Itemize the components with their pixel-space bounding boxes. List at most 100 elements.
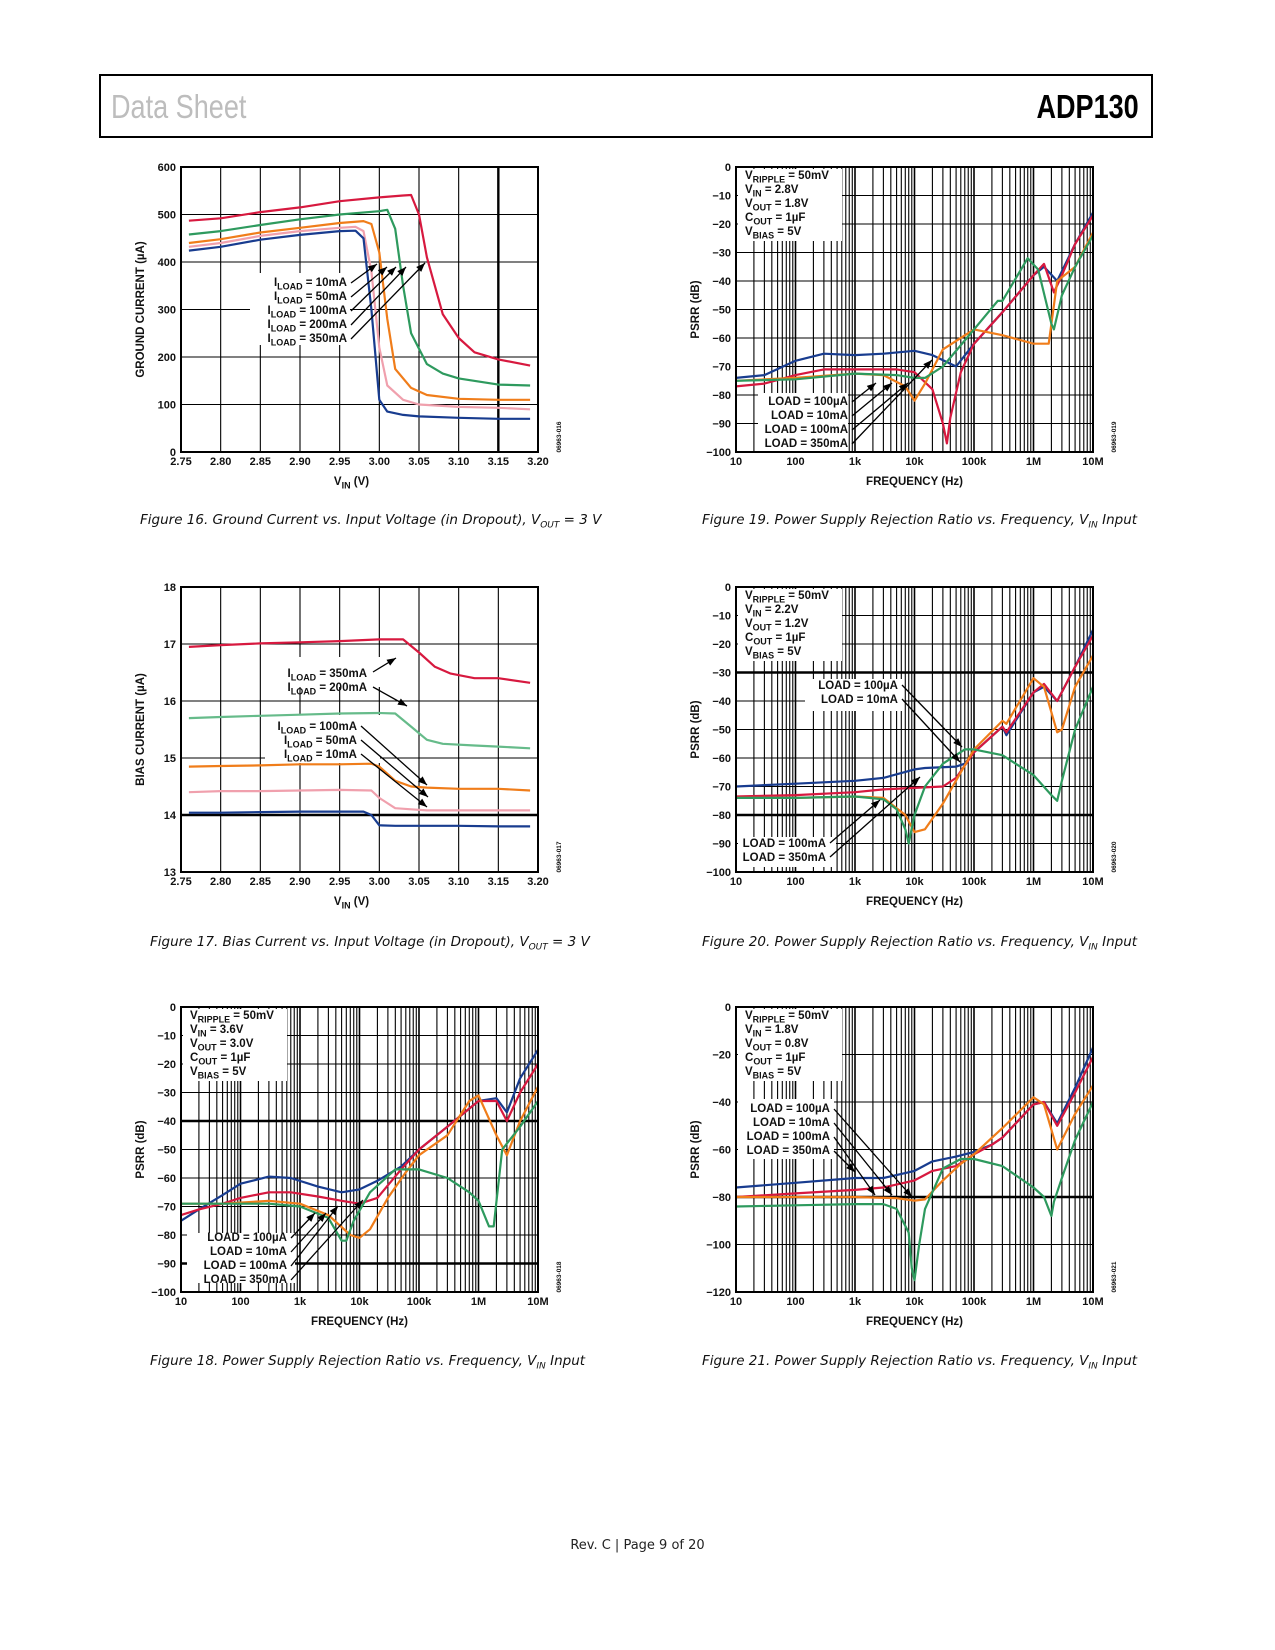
figure-code: 06963-017: [556, 841, 563, 872]
arrow-head-icon: [866, 1185, 875, 1195]
x-tick-label: 10: [730, 876, 742, 888]
x-tick-label: 2.90: [289, 876, 310, 888]
caption-text: Figure 19. Power Supply Rejection Ratio …: [702, 512, 1089, 528]
condition-label: VOUT = 1.2V: [745, 618, 809, 632]
caption-text: Figure 20. Power Supply Rejection Ratio …: [702, 934, 1089, 950]
x-axis-label: FREQUENCY (Hz): [866, 896, 963, 908]
figure-code: 06963-021: [1111, 1261, 1118, 1292]
series-line-load-100-a: [736, 686, 1095, 845]
condition-label: VIN = 2.2V: [745, 604, 799, 618]
x-tick-label: 10k: [905, 1296, 924, 1308]
x-tick-label: 3.20: [527, 876, 548, 888]
series-line-iload-350ma: [188, 638, 531, 684]
figure-code: 06963-020: [1111, 841, 1118, 872]
arrow-head-icon: [329, 1206, 338, 1216]
arrow-line: [360, 753, 428, 808]
legend-label: ILOAD = 350mA: [268, 333, 347, 347]
legend-label: LOAD = 100mA: [765, 424, 848, 436]
series-line-load-100-a: [181, 1100, 539, 1242]
condition-label: VOUT = 0.8V: [745, 1038, 809, 1052]
legend-label: LOAD = 100mA: [747, 1131, 830, 1143]
page-footer: Rev. C | Page 9 of 20: [570, 1538, 705, 1553]
y-tick-label: 600: [158, 162, 176, 174]
arrow-head-icon: [417, 798, 427, 807]
x-axis-label: FREQUENCY (Hz): [866, 476, 963, 488]
arrow-line: [829, 799, 881, 844]
figure-21-chart: 10 100 1k 10k 100k 1M 10M 0 −20 −40 −60 −80 −100 −120…: [680, 995, 1125, 1340]
y-tick-label: −70: [712, 782, 731, 794]
x-axis-label: FREQUENCY (Hz): [311, 1316, 408, 1328]
legend-label: LOAD = 350mA: [743, 852, 826, 864]
legend-label: ILOAD = 10mA: [274, 277, 347, 291]
arrow-line: [901, 698, 961, 763]
legend-label: LOAD = 10mA: [821, 694, 898, 706]
figure-code: 06963-019: [1111, 421, 1118, 452]
legend-label: ILOAD = 200mA: [288, 682, 367, 696]
annotation-background: [187, 1233, 295, 1283]
annotation-backgrounds: [183, 1009, 295, 1283]
y-tick-label: −70: [157, 1202, 176, 1214]
annotation-background: [758, 393, 848, 453]
x-tick-label: 2.85: [250, 456, 271, 468]
condition-label: VOUT = 3.0V: [190, 1038, 254, 1052]
legend-label: ILOAD = 350mA: [288, 668, 367, 682]
series-line-load-100ma: [735, 214, 1094, 445]
caption-subscript: IN: [1088, 942, 1098, 953]
arrow-line: [833, 1122, 893, 1196]
condition-label: VIN = 2.8V: [745, 184, 799, 198]
x-tick-label: 100: [231, 1296, 249, 1308]
series-line-iload-100ma: [188, 762, 531, 792]
x-tick-label: 1M: [1026, 456, 1041, 468]
y-tick-label: −40: [712, 696, 731, 708]
arrow-head-icon: [418, 788, 428, 797]
series-line-load-100-a: [735, 234, 1094, 382]
condition-label: COUT = 1µF: [745, 212, 805, 226]
arrow-head-icon: [903, 1187, 912, 1197]
series-line-iload-10ma: [188, 229, 531, 420]
plot-frame: [735, 166, 1094, 453]
y-tick-label: −60: [712, 1145, 731, 1157]
x-axis-label: VIN (V): [334, 896, 369, 910]
x-tick-label: 2.95: [329, 876, 350, 888]
condition-label: VBIAS = 5V: [745, 646, 802, 660]
y-tick-label: −10: [712, 191, 731, 203]
caption-text: Figure 17. Bias Current vs. Input Voltag…: [150, 934, 529, 950]
series-line-load-350ma: [180, 1049, 539, 1222]
arrow-line: [901, 684, 963, 748]
y-tick-label: 17: [164, 639, 176, 651]
legend-label: LOAD = 350mA: [747, 1145, 830, 1157]
legend-label: ILOAD = 100mA: [268, 305, 347, 319]
x-tick-label: 1M: [471, 1296, 486, 1308]
y-tick-label: 16: [164, 696, 176, 708]
plot-frame: [180, 166, 539, 453]
arrow-line: [350, 266, 407, 326]
annotation-backgrounds: [265, 657, 385, 763]
condition-label: COUT = 1µF: [190, 1052, 250, 1066]
annotation-backgrounds: [738, 589, 903, 867]
caption-end: Input: [1097, 934, 1138, 950]
legend-label: LOAD = 10mA: [753, 1117, 830, 1129]
arrow-line: [360, 725, 428, 786]
figure-18-chart: 10 100 1k 10k 100k 1M 10M 0 −10 −20 −30 −40 −50 −60 −7…: [125, 995, 570, 1340]
legend-label: LOAD = 100mA: [743, 838, 826, 850]
condition-label: VIN = 1.8V: [745, 1024, 799, 1038]
caption-end: Input: [545, 1353, 586, 1369]
annotation-backgrounds: [738, 1009, 842, 1159]
figure-19-caption: Figure 19. Power Supply Rejection Ratio …: [702, 512, 1137, 531]
caption-end: Input: [1097, 512, 1138, 528]
legend-label: LOAD = 100µA: [818, 680, 898, 692]
arrow-head-icon: [397, 698, 407, 706]
arrow-line: [360, 739, 429, 798]
y-tick-label: 0: [170, 1002, 176, 1014]
legend: LOAD = 100µA LOAD = 10mA LOAD = 100mA LOAD …: [204, 1199, 364, 1286]
series-line-load-100ma: [735, 634, 1094, 798]
figure-16-caption: Figure 16. Ground Current vs. Input Volt…: [140, 512, 601, 531]
legend-label: LOAD = 100µA: [207, 1232, 287, 1244]
y-tick-label: −80: [712, 1192, 731, 1204]
arrow-head-icon: [317, 1213, 326, 1223]
x-tick-label: 1M: [1026, 876, 1041, 888]
y-tick-label: 300: [158, 305, 176, 317]
plot-frame: [180, 1006, 539, 1293]
